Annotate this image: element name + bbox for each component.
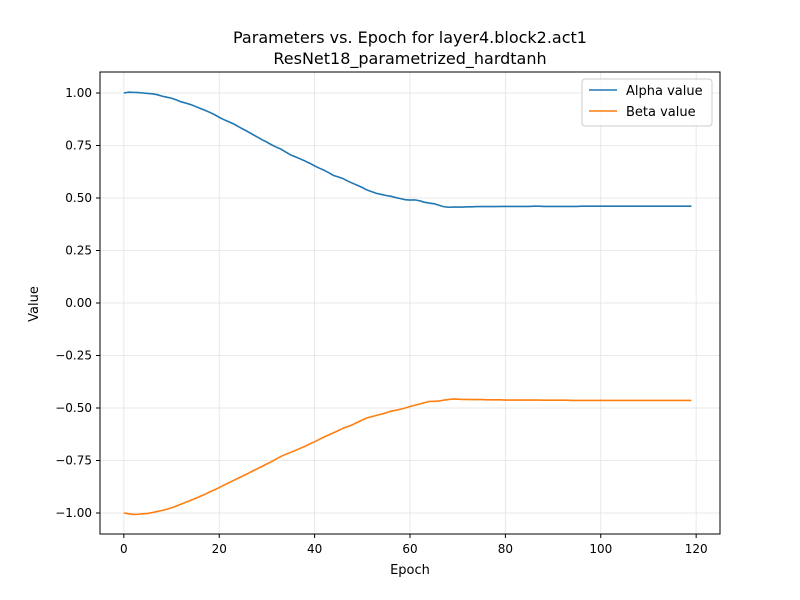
y-tick-label: −0.50 (55, 401, 92, 415)
series-line-beta (123, 398, 692, 516)
y-tick-label: −0.75 (55, 454, 92, 468)
y-tick-label: 0.75 (65, 139, 92, 153)
legend: Alpha value Beta value (581, 78, 713, 127)
x-axis-label: Epoch (390, 563, 430, 578)
x-tick-label: 20 (212, 542, 227, 556)
x-tick-label: 120 (685, 542, 708, 556)
legend-label: Beta value (626, 105, 696, 120)
x-tick-label: 100 (589, 542, 612, 556)
y-tick-label: 0.00 (65, 296, 92, 310)
x-tick-label: 40 (307, 542, 322, 556)
x-tick-label: 60 (402, 542, 417, 556)
y-tick-label: 0.25 (65, 244, 92, 258)
x-tick-label: 0 (120, 542, 128, 556)
y-tick-label: 1.00 (65, 86, 92, 100)
grid (100, 72, 720, 534)
series-line-alpha (123, 91, 692, 209)
series-layer (123, 91, 692, 516)
y-axis-label: Value (27, 286, 42, 322)
y-tick-label: −0.25 (55, 349, 92, 363)
legend-label: Alpha value (626, 84, 703, 99)
chart-title: Parameters vs. Epoch for layer4.block2.a… (233, 28, 587, 47)
axis-ticks: 0 20 40 60 80 100 120 −1.00 −0.75 −0.50 −0.25 0.00 0… (55, 86, 707, 556)
y-tick-label: −1.00 (55, 506, 92, 520)
y-tick-label: 0.50 (65, 191, 92, 205)
x-tick-label: 80 (498, 542, 513, 556)
chart-subtitle: ResNet18_parametrized_hardtanh (273, 49, 546, 69)
